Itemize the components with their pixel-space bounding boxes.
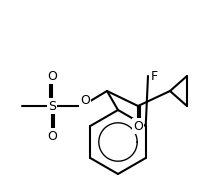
Text: S: S: [48, 100, 56, 113]
Text: O: O: [80, 94, 90, 107]
Text: O: O: [47, 130, 57, 143]
Text: F: F: [151, 69, 158, 82]
Text: O: O: [47, 69, 57, 82]
Text: O: O: [133, 120, 143, 133]
